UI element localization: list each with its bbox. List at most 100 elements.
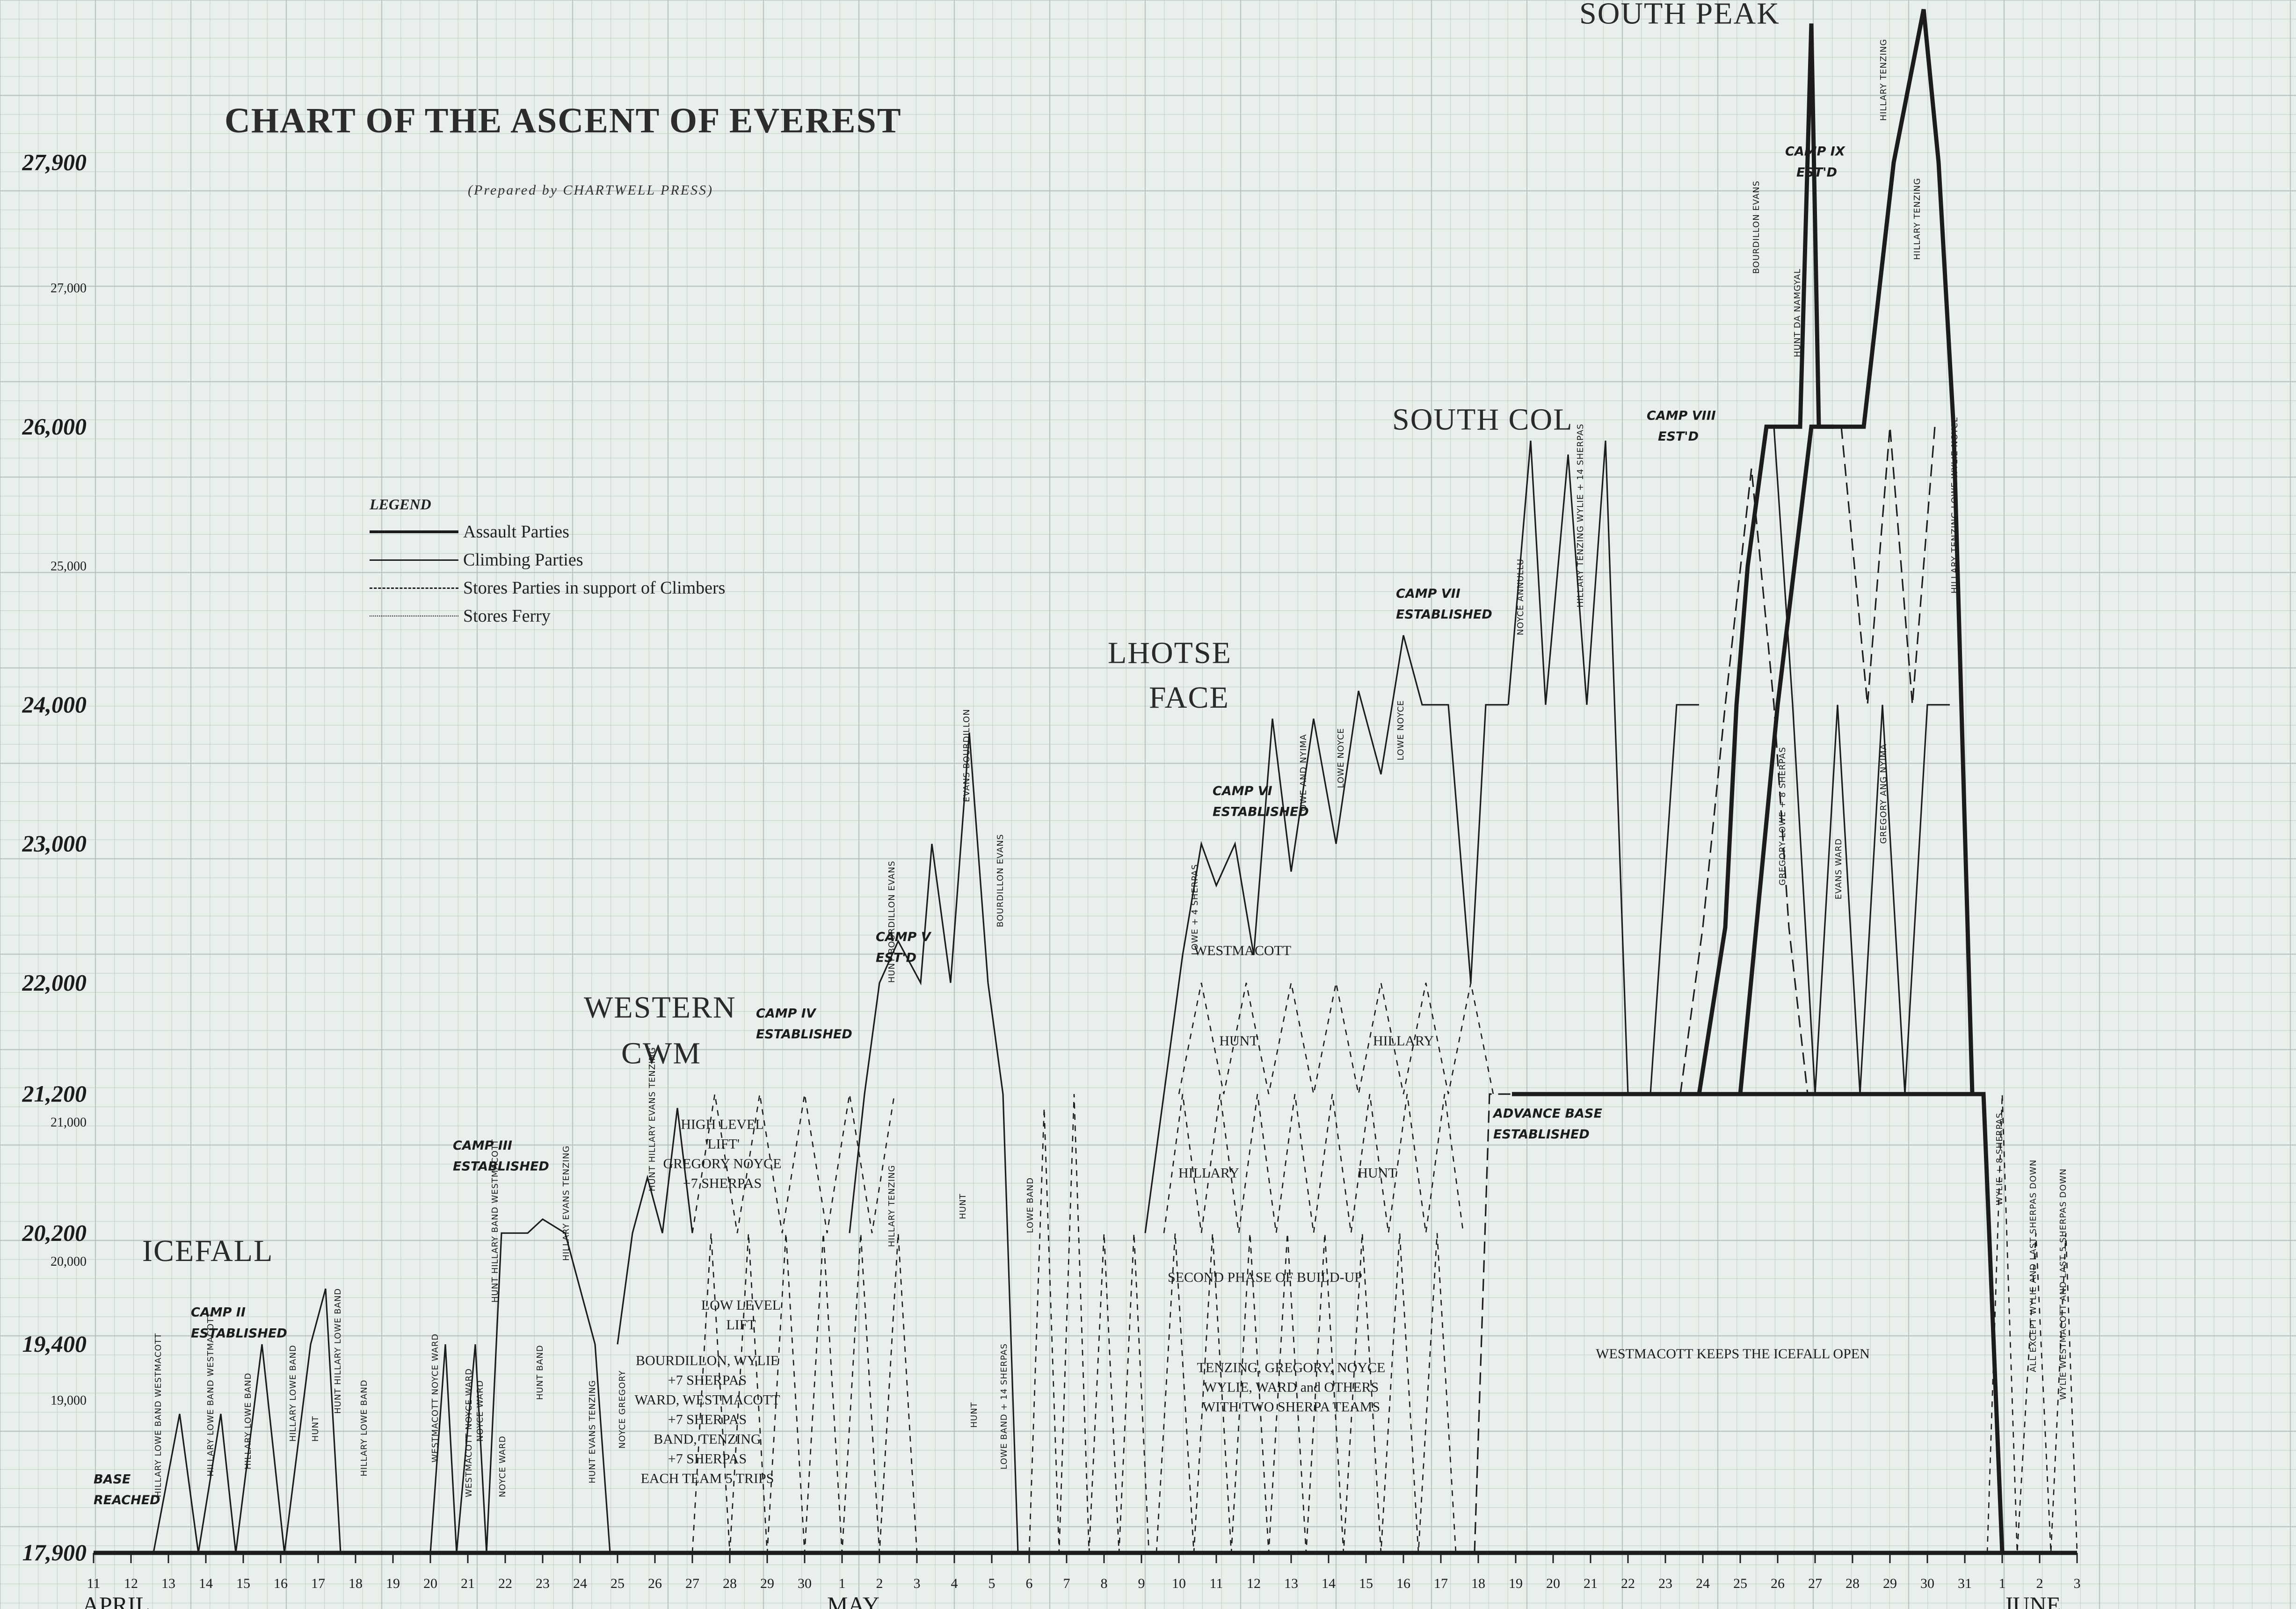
party-label: HILLARY LOWE BAND xyxy=(243,1373,253,1470)
x-tick-label: 14 xyxy=(199,1576,213,1591)
phase-note: TENZING, GREGORY, NOYCE xyxy=(1197,1360,1386,1376)
month-label: APRIL xyxy=(82,1592,150,1609)
camp-label: CAMP II xyxy=(191,1305,246,1320)
camp-label: EST'D xyxy=(1796,165,1837,180)
x-tick-label: 8 xyxy=(1101,1576,1108,1591)
series-line xyxy=(429,1218,611,1553)
phase-note: BOURDILLON, WYLIE xyxy=(636,1353,779,1369)
camp-label: CAMP III xyxy=(453,1138,512,1153)
camp-label: ESTABLISHED xyxy=(1493,1127,1590,1142)
x-tick-label: 31 xyxy=(1958,1576,1972,1591)
party-label: HILLARY TENZING WYLIE + 14 SHERPAS xyxy=(1576,423,1585,607)
y-tick-label: 19,400 xyxy=(22,1331,87,1357)
party-label: NOYCE WARD xyxy=(475,1380,485,1442)
camp-label: ADVANCE BASE xyxy=(1492,1107,1602,1121)
party-label: BOURDILLON EVANS xyxy=(995,834,1005,928)
party-label: HUNT xyxy=(969,1402,979,1428)
x-tick-label: 16 xyxy=(1396,1576,1410,1591)
x-tick-label: 30 xyxy=(798,1576,812,1591)
y-tick-label: 27,900 xyxy=(22,149,87,175)
series-line xyxy=(1474,1093,1512,1553)
phase-note: BAND, TENZING xyxy=(654,1432,761,1447)
x-tick-label: 14 xyxy=(1322,1576,1336,1591)
x-tick-label: 22 xyxy=(498,1576,512,1591)
party-label: LOWE BAND xyxy=(1025,1177,1035,1233)
party-label: HILLARY LOWE BAND WESTMACOTT xyxy=(206,1312,216,1476)
phase-note: GREGORY NOYCE xyxy=(663,1156,781,1171)
x-tick-label: 1 xyxy=(1999,1576,2006,1591)
party-label: GREGORY LOWE + 8 SHERPAS xyxy=(1778,747,1787,885)
x-tick-label: 21 xyxy=(1584,1576,1598,1591)
x-tick-label: 5 xyxy=(988,1576,995,1591)
camp-label: REACHED xyxy=(94,1493,160,1508)
phase-note: SECOND PHASE OF BUILD-UP xyxy=(1168,1269,1362,1285)
phase-note: LIFT xyxy=(726,1317,756,1333)
phase-note: 'LIFT' xyxy=(705,1136,740,1152)
x-tick-label: 24 xyxy=(1696,1576,1710,1591)
x-tick-label: 24 xyxy=(573,1576,587,1591)
y-tick-label: 22,000 xyxy=(22,969,87,995)
y-tick-label: 21,200 xyxy=(22,1080,87,1107)
section-label: SOUTH COL xyxy=(1392,402,1573,436)
legend: LEGEND Assault Parties Climbing Parties … xyxy=(370,496,725,630)
party-label: HILLARY TENZING LOWE WYLIE NOYCE xyxy=(1950,416,1960,594)
series-line xyxy=(1986,1094,2078,1553)
camp-label: ESTABLISHED xyxy=(191,1326,287,1341)
x-tick-label: 3 xyxy=(2074,1576,2081,1591)
x-tick-label: 20 xyxy=(1546,1576,1560,1591)
party-label: WYLIE + 8 SHERPAS xyxy=(1995,1112,2005,1205)
series-line xyxy=(617,1108,693,1345)
series-line xyxy=(1507,440,1699,1095)
phase-note: EACH TEAM 5 TRIPS xyxy=(641,1471,774,1486)
camp-label: ESTABLISHED xyxy=(453,1160,549,1174)
party-label: GREGORY ANG NYIMA xyxy=(1879,744,1889,844)
series-line xyxy=(849,732,1019,1553)
chart-title: CHART OF THE ASCENT OF EVEREST xyxy=(225,101,902,140)
phase-note: HUNT xyxy=(1219,1033,1258,1049)
y-tick-label: 20,000 xyxy=(51,1254,87,1269)
x-tick-label: 17 xyxy=(311,1576,325,1591)
y-tick-label: 19,000 xyxy=(51,1393,87,1408)
series-line xyxy=(1738,9,1975,1094)
x-tick-label: 2 xyxy=(876,1576,883,1591)
legend-item-stores-ferry: Stores Ferry xyxy=(370,602,725,630)
phase-note: WESTMACOTT xyxy=(1194,943,1291,958)
chart-axes: 11 12 13 14 15 16 17 18 19 20 21 22 23 24 25 26 27 28 29 30… xyxy=(22,149,2081,1609)
party-label: WYLIE WESTMACOTT AND LAST 5 SHERPAS DOWN xyxy=(2058,1168,2068,1400)
party-label: HILLARY TENZING xyxy=(1912,178,1922,260)
x-tick-label: 13 xyxy=(161,1576,175,1591)
x-tick-label: 12 xyxy=(124,1576,138,1591)
series-line xyxy=(153,1288,341,1553)
phase-note: WARD, WESTMACOTT xyxy=(634,1392,780,1408)
x-tick-label: 19 xyxy=(386,1576,400,1591)
party-label: NOYCE ANNULLU xyxy=(1516,558,1526,635)
series-line xyxy=(1512,1092,2005,1553)
party-label: HUNT HILLARY EVANS TENZING xyxy=(647,1047,657,1191)
camp-label: CAMP VII xyxy=(1396,587,1460,601)
legend-label: Stores Parties in support of Climbers xyxy=(463,578,726,598)
x-tick-label: 13 xyxy=(1284,1576,1298,1591)
phase-note: +7 SHERPAS xyxy=(683,1175,762,1191)
x-tick-label: 25 xyxy=(610,1576,625,1591)
month-label: MAY xyxy=(827,1592,879,1609)
phase-note: WITH TWO SHERPA TEAMS xyxy=(1202,1399,1380,1415)
y-tick-label: 21,000 xyxy=(51,1116,87,1130)
camp-label: EST'D xyxy=(1658,429,1699,444)
camp-label: CAMP VI xyxy=(1213,784,1272,798)
y-tick-label: 27,000 xyxy=(51,281,87,296)
party-label: LOWE NOYCE xyxy=(1336,728,1346,788)
camp-label: CAMP IX xyxy=(1785,145,1846,159)
x-tick-label: 16 xyxy=(274,1576,288,1591)
x-tick-label: 4 xyxy=(951,1576,958,1591)
party-label: HUNT DA NAMGYAL xyxy=(1793,268,1802,357)
legend-label: Assault Parties xyxy=(463,522,569,542)
x-tick-label: 25 xyxy=(1733,1576,1747,1591)
legend-label: Stores Ferry xyxy=(463,606,551,626)
y-tick-label: 24,000 xyxy=(22,691,87,718)
month-label: JUNE xyxy=(2004,1592,2061,1609)
party-label: HUNT HILLARY BAND WESTMACOTT xyxy=(490,1139,500,1303)
party-label: LOWE + 4 SHERPAS xyxy=(1190,864,1200,955)
camp-label: CAMP IV xyxy=(756,1007,817,1021)
